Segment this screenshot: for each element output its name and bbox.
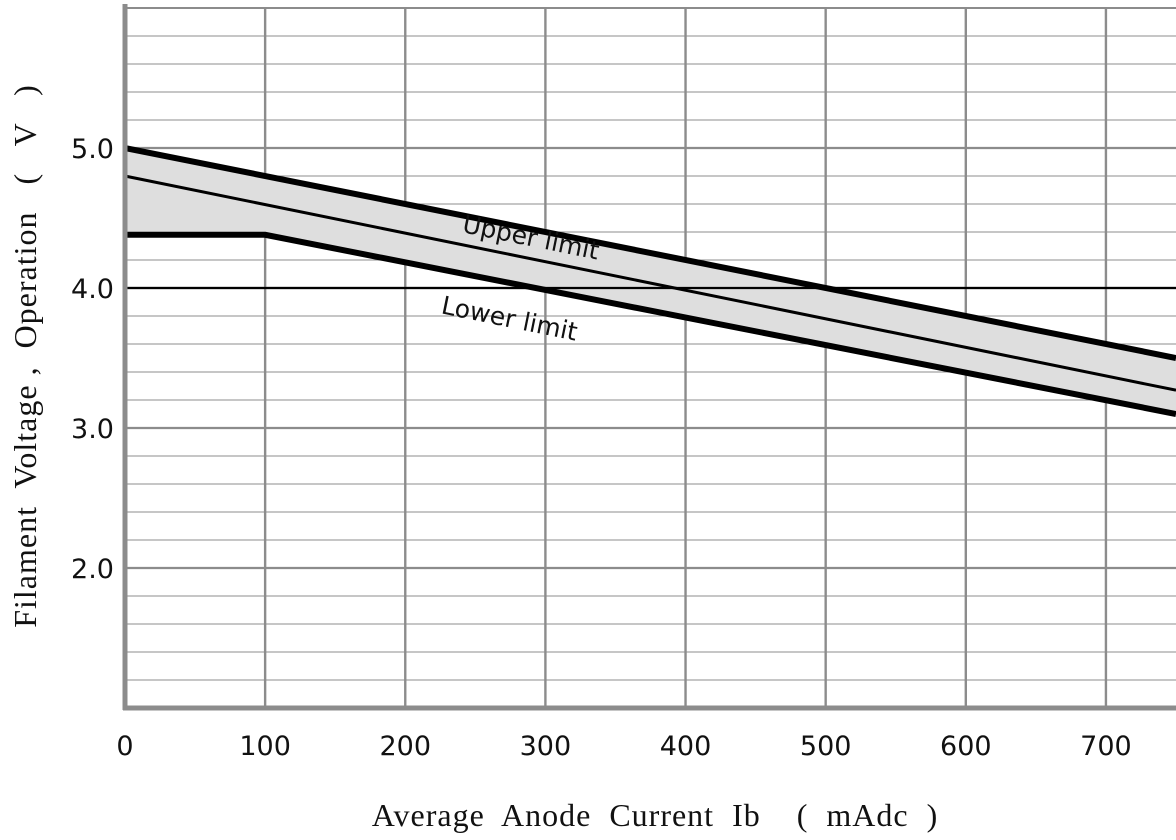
lower-limit-line [125,231,1176,417]
series-layer [124,145,1176,417]
x-tick-label: 700 [1080,731,1132,762]
x-tick-label: 600 [940,731,992,762]
band-layer [125,148,1176,414]
tick-label-layer: 0 100 200 300 400 500 600 700 2.0 3.0 4.0 5.0 [71,134,1132,762]
upper-limit-line [124,145,1176,361]
y-axis-title: Filament Voltage , Operation ( V ) [7,84,43,628]
x-axis-title: Average Anode Current Ib ( mAdc ) [372,797,938,833]
frame-layer [122,4,1176,711]
nominal-line [124,174,1176,392]
x-tick-label: 500 [800,731,852,762]
x-tick-label: 0 [116,731,133,762]
x-tick-label: 300 [520,731,572,762]
x-tick-label: 200 [379,731,431,762]
y-tick-label: 4.0 [71,274,114,305]
y-tick-label: 2.0 [71,554,114,585]
x-tick-label: 400 [660,731,712,762]
limit-band [125,148,1176,414]
y-tick-label: 3.0 [71,414,114,445]
lower-limit-label: Lower limit [439,291,580,347]
x-tick-label: 100 [239,731,291,762]
y-tick-label: 5.0 [71,134,114,165]
